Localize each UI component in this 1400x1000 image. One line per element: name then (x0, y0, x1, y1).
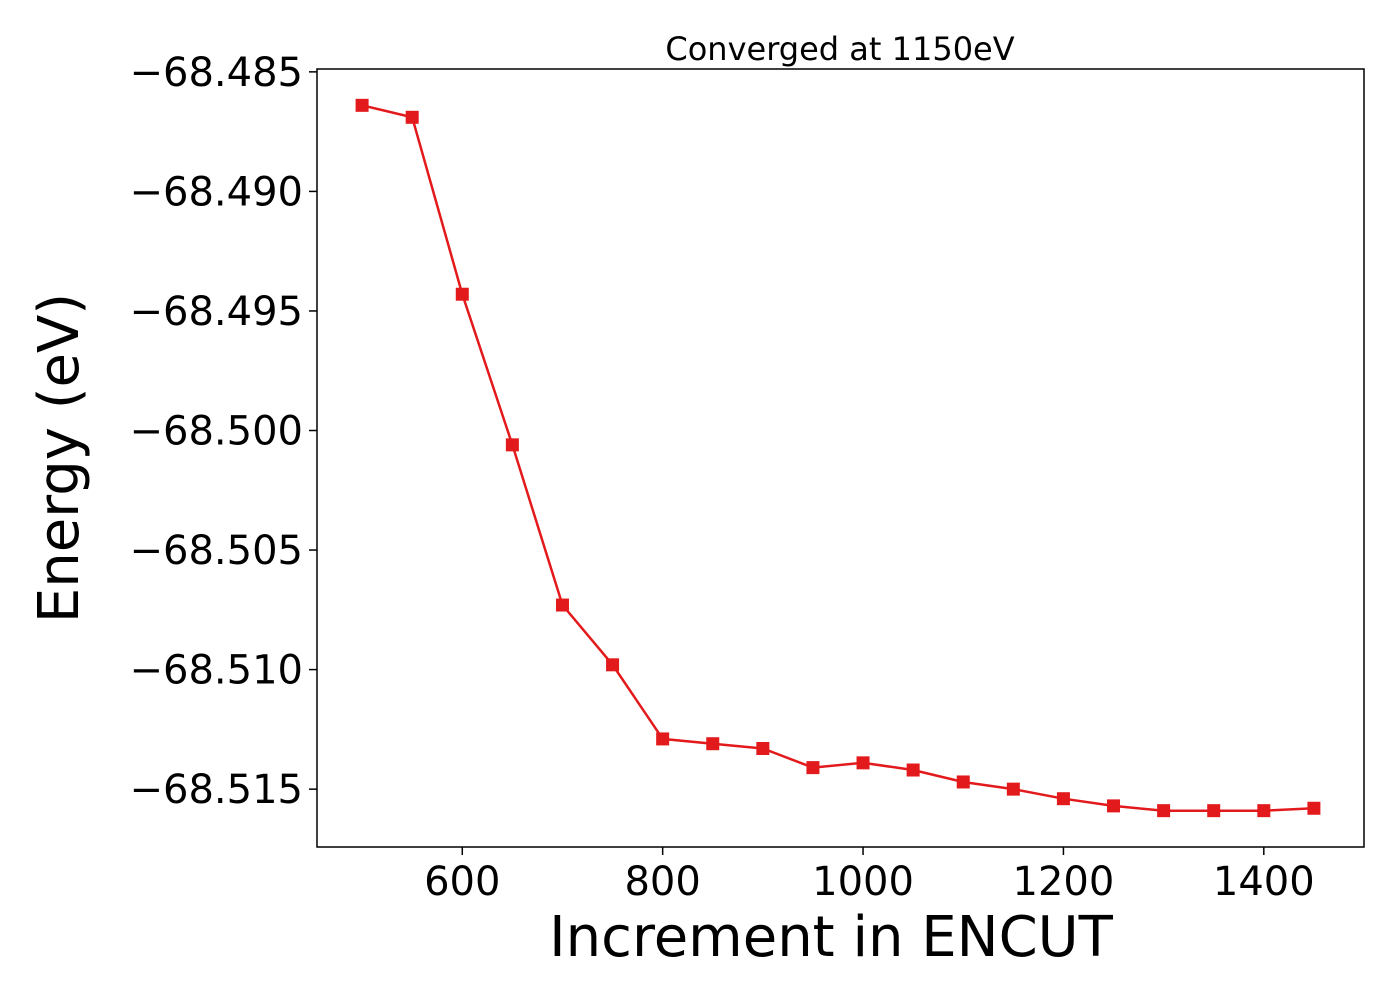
data-point-marker (756, 741, 770, 755)
y-axis-title: Energy (eV) (27, 293, 92, 623)
data-point-marker (706, 737, 720, 751)
series-line (361, 104, 1314, 812)
x-tick-label: 1000 (812, 859, 914, 905)
x-tick-label: 1400 (1213, 859, 1315, 905)
y-tick-label: −68.505 (130, 528, 303, 574)
x-tick-label: 1200 (1013, 859, 1115, 905)
data-point-marker (1257, 804, 1271, 818)
data-point-marker (1056, 792, 1070, 806)
data-point-marker (856, 756, 870, 770)
data-point-marker (656, 732, 670, 746)
data-point-marker (505, 438, 519, 452)
y-tick-label: −68.485 (130, 50, 303, 96)
data-point-marker (1107, 799, 1121, 813)
data-point-marker (405, 110, 419, 124)
y-tick-label: −68.510 (130, 648, 303, 694)
y-tick-label: −68.515 (130, 767, 303, 813)
x-axis-ticks: 600 800 1000 1200 1400 (424, 847, 1315, 905)
data-point-marker (1207, 804, 1221, 818)
x-tick-label: 600 (424, 859, 500, 905)
y-tick-label: −68.500 (130, 409, 303, 455)
data-point-marker (606, 658, 620, 672)
data-point-marker (956, 775, 970, 789)
data-point-marker (1157, 804, 1171, 818)
y-axis-ticks: −68.485 −68.490 −68.495 −68.500 −68.505 −68.5… (130, 50, 317, 813)
data-point-marker (1307, 801, 1321, 815)
series-layer (355, 98, 1321, 818)
x-axis-title: Increment in ENCUT (549, 905, 1114, 970)
data-point-marker (355, 98, 369, 112)
plot-area-frame (316, 68, 1365, 848)
data-point-marker (806, 761, 820, 775)
data-point-marker (555, 598, 569, 612)
data-point-marker (1006, 782, 1020, 796)
data-point-marker (906, 763, 920, 777)
x-tick-label: 800 (624, 859, 700, 905)
y-tick-label: −68.495 (130, 289, 303, 335)
chart-title: Converged at 1150eV (665, 30, 1014, 68)
data-point-marker (455, 287, 469, 301)
y-tick-label: −68.490 (130, 169, 303, 215)
